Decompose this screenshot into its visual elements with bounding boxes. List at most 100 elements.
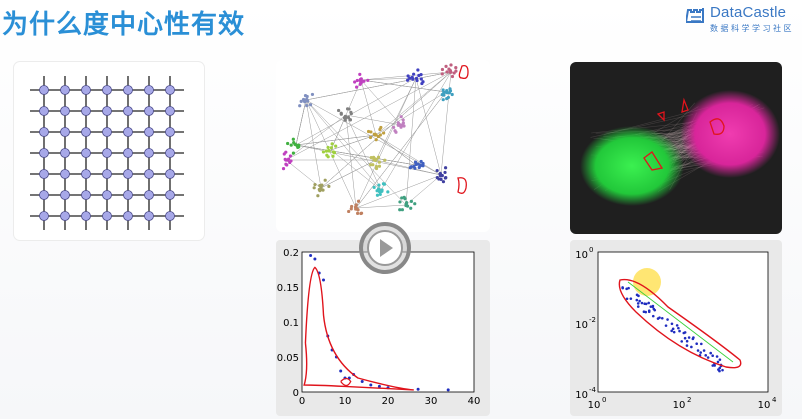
- network-node: [322, 150, 325, 153]
- data-point: [369, 384, 372, 387]
- network-node: [371, 163, 374, 166]
- network-node: [400, 115, 403, 118]
- x-tick-exponent: 0: [602, 396, 606, 404]
- network-node: [286, 142, 289, 145]
- network-node: [444, 65, 447, 68]
- datacastle-logo: DataCastle 数据科学学习社区: [686, 4, 796, 34]
- lattice-node: [103, 212, 112, 221]
- network-node: [298, 104, 301, 107]
- x-tick-label: 10: [339, 396, 352, 407]
- lattice-node: [103, 128, 112, 137]
- network-node: [367, 130, 370, 133]
- network-node: [394, 131, 397, 134]
- lattice-node: [145, 170, 154, 179]
- lattice-node: [166, 149, 175, 158]
- lattice-node: [103, 191, 112, 200]
- lattice-node: [103, 107, 112, 116]
- lattice-node: [61, 191, 70, 200]
- network-node: [402, 121, 405, 124]
- lattice-node: [40, 86, 49, 95]
- logo-name: DataCastle: [710, 4, 786, 21]
- network-node: [353, 80, 356, 83]
- data-point: [417, 388, 420, 391]
- y-tick-label: 0.15: [277, 283, 299, 294]
- network-node: [337, 109, 340, 112]
- lattice-node: [82, 86, 91, 95]
- network-node: [356, 207, 359, 210]
- network-node: [313, 183, 316, 186]
- x-tick-label: 10: [758, 400, 771, 411]
- data-point: [690, 346, 693, 349]
- data-point: [361, 380, 364, 383]
- network-node: [439, 178, 442, 181]
- data-point: [313, 258, 316, 261]
- lattice-node: [124, 170, 133, 179]
- network-node: [287, 158, 290, 161]
- network-node: [290, 144, 293, 147]
- data-point: [680, 340, 683, 343]
- data-point: [688, 336, 691, 339]
- lattice-node: [166, 212, 175, 221]
- lattice-node: [145, 86, 154, 95]
- network-edge: [286, 72, 451, 160]
- network-node: [392, 126, 395, 129]
- highlight-curve: [658, 112, 664, 120]
- logo-subtitle: 数据科学学习社区: [710, 23, 794, 34]
- data-point: [704, 354, 707, 357]
- network-node: [451, 93, 454, 96]
- y-tick-label: 0.05: [277, 353, 299, 364]
- lattice-node: [40, 107, 49, 116]
- lattice-node: [82, 107, 91, 116]
- data-point: [652, 315, 655, 318]
- x-tick-exponent: 2: [687, 396, 691, 404]
- network-node: [400, 196, 403, 199]
- network-node: [377, 183, 380, 186]
- network-edge: [296, 135, 376, 145]
- lattice-node: [166, 107, 175, 116]
- network-node: [331, 142, 334, 145]
- network-node: [375, 138, 378, 141]
- lattice-node: [145, 128, 154, 137]
- data-point: [711, 364, 714, 367]
- network-node: [380, 190, 383, 193]
- data-point: [684, 337, 687, 340]
- x-tick-label: 0: [299, 396, 305, 407]
- pink-community: [680, 90, 780, 178]
- data-point: [711, 354, 714, 357]
- page-title: 为什么度中心性有效: [2, 4, 245, 41]
- lattice-node: [103, 149, 112, 158]
- network-node: [436, 169, 439, 172]
- play-icon[interactable]: [358, 221, 412, 275]
- network-node: [358, 73, 361, 76]
- network-node: [445, 97, 448, 100]
- data-point: [637, 302, 640, 305]
- network-node: [333, 151, 336, 154]
- network-node: [369, 136, 372, 139]
- lattice-node: [40, 170, 49, 179]
- network-node: [409, 207, 412, 210]
- network-node: [420, 160, 423, 163]
- network-node: [292, 152, 295, 155]
- data-point: [630, 297, 633, 300]
- lattice-node: [145, 212, 154, 221]
- data-point: [684, 331, 687, 334]
- network-node: [325, 154, 328, 157]
- data-point: [699, 351, 702, 354]
- network-node: [444, 176, 447, 179]
- y-tick-exponent: 0: [589, 246, 593, 254]
- network-node: [330, 146, 333, 149]
- network-node: [355, 203, 358, 206]
- network-node: [292, 138, 295, 141]
- lattice-node: [61, 170, 70, 179]
- y-tick-label: 0.2: [283, 248, 299, 259]
- network-node: [420, 77, 423, 80]
- network-node: [405, 202, 408, 205]
- network-edge: [376, 135, 441, 175]
- lattice-node: [166, 128, 175, 137]
- data-point: [650, 305, 653, 308]
- network-node: [402, 118, 405, 121]
- data-point: [665, 324, 668, 327]
- lattice-node: [82, 128, 91, 137]
- network-node: [383, 183, 386, 186]
- network-node: [289, 154, 292, 157]
